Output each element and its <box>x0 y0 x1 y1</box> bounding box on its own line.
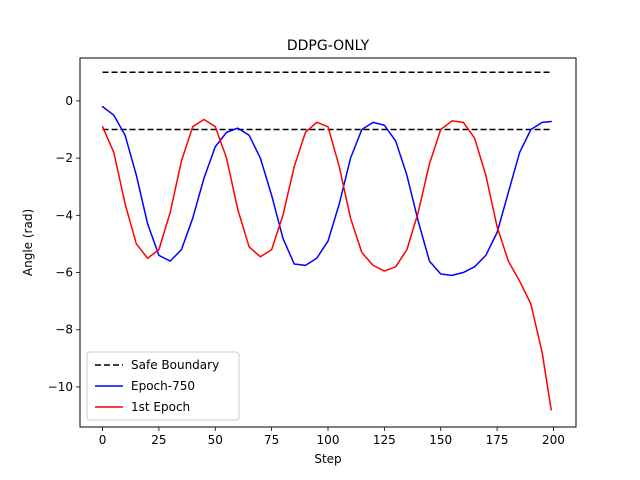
x-tick-label: 0 <box>99 433 107 447</box>
y-tick-label: −8 <box>55 323 73 337</box>
x-tick-label: 100 <box>317 433 340 447</box>
legend-label: Safe Boundary <box>131 358 219 372</box>
chart-title: DDPG-ONLY <box>287 38 370 54</box>
x-axis-label: Step <box>314 452 341 466</box>
y-tick-label: −10 <box>48 380 73 394</box>
y-tick-label: −2 <box>55 151 73 165</box>
series-line-1 <box>101 118 552 411</box>
y-axis-label: Angle (rad) <box>21 209 35 276</box>
x-tick-label: 75 <box>264 433 279 447</box>
legend-box <box>86 351 240 421</box>
x-tick-label: 50 <box>208 433 223 447</box>
x-tick-label: 175 <box>486 433 509 447</box>
x-tick-label: 125 <box>373 433 396 447</box>
x-tick-label: 25 <box>151 433 166 447</box>
x-tick-label: 150 <box>429 433 452 447</box>
x-tick-label: 200 <box>542 433 565 447</box>
legend-label: Epoch-750 <box>131 379 195 393</box>
legend: Safe Boundary Epoch-750 1st Epoch <box>86 351 240 421</box>
series-line-0 <box>101 105 552 277</box>
legend-label: 1st Epoch <box>131 400 190 414</box>
y-tick-label: −4 <box>55 208 73 222</box>
y-tick-label: 0 <box>65 94 73 108</box>
y-tick-label: −6 <box>55 266 73 280</box>
